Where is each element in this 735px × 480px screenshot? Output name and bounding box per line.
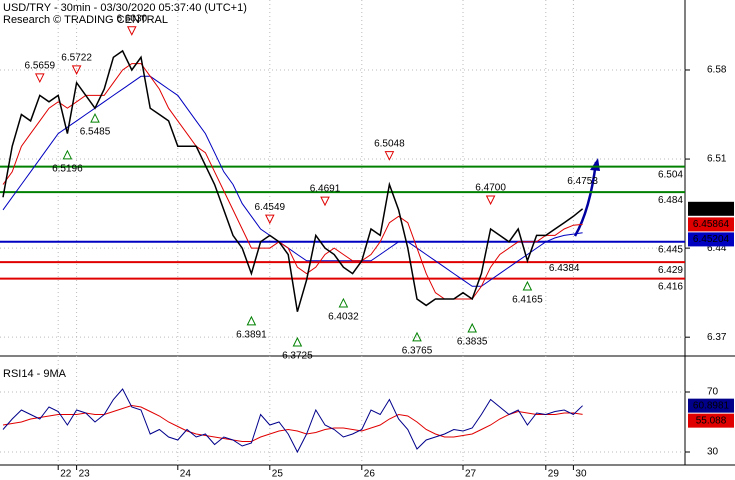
x-tick-label: 25	[272, 469, 284, 480]
low-marker	[467, 322, 478, 333]
annotation-label: 6.4700	[475, 183, 506, 194]
high-marker	[384, 151, 395, 161]
series-line	[2, 49, 584, 312]
y-tick-label: 6.44	[707, 243, 727, 254]
low-marker	[338, 297, 349, 308]
high-marker	[320, 196, 330, 207]
series-line	[2, 75, 583, 287]
annotation-label: 6.6030	[117, 13, 148, 24]
annotation-label: 6.3835	[457, 337, 488, 348]
annotation-label: 6.5485	[80, 127, 111, 138]
x-tick-label: 22	[60, 469, 72, 480]
value-box	[688, 201, 734, 216]
y-tick-label: 6.51	[707, 154, 727, 165]
series-line	[2, 404, 583, 442]
value-box-label: 6.45864	[693, 219, 730, 230]
value-box	[688, 232, 734, 247]
x-tick-label: 23	[79, 469, 91, 480]
high-marker	[34, 73, 45, 84]
x-tick-label: 24	[180, 469, 192, 480]
annotation-label: 6.4032	[328, 312, 359, 323]
level-label: 6.445	[658, 244, 683, 255]
series-line	[2, 388, 583, 454]
high-marker	[126, 26, 137, 36]
chart-subtitle: Research © TRADING CENTRAL	[3, 14, 168, 26]
rsi-title: RSI14 - 9MA	[3, 368, 67, 380]
value-box	[688, 398, 734, 413]
annotation-label: 6.5196	[52, 163, 83, 174]
y-tick-label: 6.58	[707, 65, 727, 76]
level-label: 6.504	[658, 169, 683, 180]
forecast-arrow	[573, 161, 598, 237]
level-label: 6.416	[658, 281, 683, 292]
value-box-label: 55.088	[696, 415, 727, 426]
value-box-label: 6.4709	[696, 203, 727, 214]
y-tick-label: 30	[707, 447, 719, 458]
chart-title: USD/TRY - 30min - 03/30/2020 05:37:40 (U…	[3, 2, 247, 14]
annotation-label: 6.4753	[567, 176, 598, 187]
annotation-label: 6.5722	[61, 53, 92, 64]
x-tick-label: 30	[575, 469, 587, 480]
annotation-label: 6.4384	[549, 263, 580, 274]
low-marker	[412, 331, 422, 342]
forecast-arrow-head	[590, 158, 600, 171]
low-marker	[90, 112, 100, 123]
annotation-label: 6.3891	[236, 330, 267, 341]
y-tick-label: 6.37	[707, 332, 727, 343]
annotation-label: 6.4549	[255, 202, 286, 213]
value-box-label: 6.45204	[693, 234, 730, 245]
annotation-label: 6.5048	[374, 138, 405, 149]
y-tick-label: 70	[707, 387, 719, 398]
annotation-label: 6.4165	[512, 295, 543, 306]
low-marker	[246, 315, 257, 326]
annotation-label: 6.4691	[310, 184, 341, 195]
x-tick-label: 26	[364, 469, 376, 480]
value-box	[688, 413, 734, 428]
x-tick-label: 29	[548, 469, 560, 480]
low-marker	[62, 149, 73, 160]
x-tick-label: 27	[465, 469, 477, 480]
annotation-label: 6.3765	[402, 346, 433, 357]
value-box	[688, 217, 734, 232]
annotation-label: 6.5659	[25, 61, 56, 72]
high-marker	[485, 195, 496, 206]
low-marker	[292, 336, 303, 347]
high-marker	[71, 65, 82, 76]
level-label: 6.429	[658, 265, 683, 276]
high-marker	[264, 214, 275, 225]
value-box-label: 60.8981	[693, 400, 730, 411]
level-label: 6.484	[658, 195, 683, 206]
annotation-label: 6.3725	[282, 351, 313, 362]
series-line	[2, 63, 583, 300]
low-marker	[522, 280, 533, 291]
